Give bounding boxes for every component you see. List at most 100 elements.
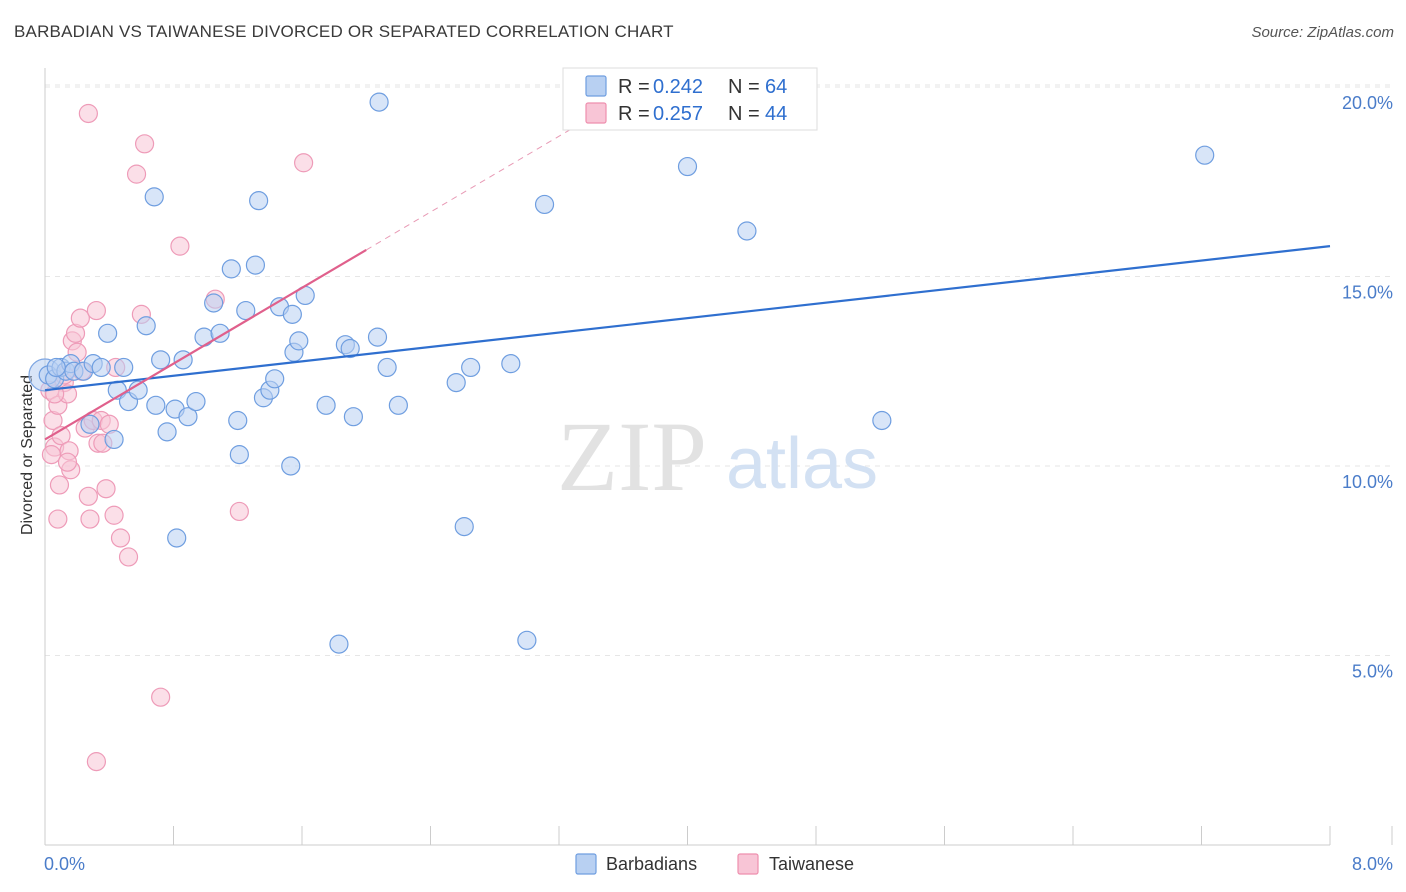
barbadian-point xyxy=(343,407,363,427)
barbadian-point xyxy=(369,92,389,112)
taiwanese-point xyxy=(134,134,155,154)
taiwanese-trendline xyxy=(44,248,367,441)
barbadian-point xyxy=(178,407,198,427)
barbadian-point xyxy=(194,327,214,347)
taiwanese-point xyxy=(126,164,147,184)
barbadian-point xyxy=(377,357,397,378)
barbadian-point xyxy=(501,354,521,374)
gridlines xyxy=(45,84,1392,656)
bottom-legend-swatch-pink xyxy=(737,853,759,875)
barbadian-point xyxy=(229,445,249,465)
barbadian-point xyxy=(340,338,360,359)
watermark: ZIP atlas xyxy=(557,401,878,512)
legend-r-value-1: 0.242 xyxy=(653,76,703,98)
barbadian-point xyxy=(282,304,302,324)
barbadian-point xyxy=(1195,145,1215,165)
source-label: Source: ZipAtlas.com xyxy=(1251,24,1394,41)
legend-swatch-pink xyxy=(585,102,607,124)
barbadian-point xyxy=(221,259,241,279)
legend-n-value-1: 64 xyxy=(765,76,787,98)
barbadian-point xyxy=(91,357,111,378)
y-tick-labels: 5.0% 10.0% 15.0% 20.0% xyxy=(1342,93,1393,682)
bottom-legend-barbadians: Barbadians xyxy=(606,854,697,874)
taiwanese-point xyxy=(78,486,98,506)
watermark-zip: ZIP xyxy=(557,401,707,512)
taiwanese-point xyxy=(151,687,171,707)
barbadian-point xyxy=(316,395,336,415)
barbadian-point xyxy=(454,517,474,537)
taiwanese-point xyxy=(170,236,190,256)
taiwanese-point xyxy=(86,752,107,772)
taiwanese-point xyxy=(118,547,139,567)
barbadian-point xyxy=(329,634,349,654)
chart-title: BARBADIAN VS TAIWANESE DIVORCED OR SEPAR… xyxy=(14,22,674,41)
barbadian-point xyxy=(872,410,892,431)
barbadian-point xyxy=(146,395,166,415)
barbadian-point xyxy=(104,429,124,450)
barbadian-point xyxy=(228,410,248,431)
barbadian-trendline xyxy=(44,245,1331,392)
barbadian-point xyxy=(534,194,555,215)
barbadian-point xyxy=(144,187,164,207)
barbadian-point xyxy=(114,357,134,378)
barbadian-point xyxy=(98,323,118,343)
legend-r-label-1: R = xyxy=(618,76,650,98)
x-tick-label: 0.0% xyxy=(44,854,85,874)
x-tick-labels: 0.0% 8.0% xyxy=(44,854,1393,874)
barbadian-point xyxy=(167,528,187,548)
correlation-legend: R = 0.242 N = 64 R = 0.257 N = 44 xyxy=(562,67,818,131)
taiwanese-point xyxy=(80,509,100,529)
taiwanese-point xyxy=(104,505,124,525)
taiwanese-points xyxy=(40,103,314,772)
taiwanese-point xyxy=(48,509,68,529)
barbadian-point xyxy=(367,327,388,347)
taiwanese-point xyxy=(86,300,107,321)
barbadian-point xyxy=(46,357,66,378)
barbadian-point xyxy=(151,350,171,370)
barbadian-point xyxy=(204,293,224,313)
barbadian-point xyxy=(517,630,537,650)
taiwanese-point xyxy=(110,528,131,548)
barbadian-point xyxy=(186,391,206,412)
taiwanese-point xyxy=(294,153,314,173)
barbadian-point xyxy=(289,331,309,351)
barbadian-point xyxy=(80,414,100,434)
taiwanese-point xyxy=(41,445,62,465)
legend-r-label-2: R = xyxy=(618,103,650,125)
series-legend: Barbadians Taiwanese xyxy=(575,853,854,875)
legend-n-label-2: N = xyxy=(728,103,760,125)
barbadian-point xyxy=(157,422,177,442)
legend-n-value-2: 44 xyxy=(765,103,787,125)
y-tick-label: 20.0% xyxy=(1342,93,1393,113)
bottom-legend-swatch-blue xyxy=(575,853,597,875)
y-tick-label: 10.0% xyxy=(1342,472,1393,492)
taiwanese-point xyxy=(96,479,116,499)
barbadian-point xyxy=(265,369,285,389)
barbadian-point xyxy=(249,191,269,211)
barbadian-point xyxy=(388,395,408,415)
taiwanese-point xyxy=(78,103,98,124)
y-axis-title: Divorced or Separated xyxy=(19,375,36,535)
watermark-atlas: atlas xyxy=(726,424,878,504)
legend-n-label-1: N = xyxy=(728,76,760,98)
barbadian-point xyxy=(245,255,266,275)
barbadian-point xyxy=(461,357,481,378)
taiwanese-point xyxy=(57,452,78,472)
legend-r-value-2: 0.257 xyxy=(653,103,703,125)
legend-swatch-blue xyxy=(585,75,607,97)
taiwanese-point xyxy=(70,308,90,328)
barbadian-points xyxy=(28,92,1215,654)
y-tick-label: 15.0% xyxy=(1342,282,1393,302)
taiwanese-point xyxy=(49,475,70,495)
barbadian-point xyxy=(446,372,466,393)
barbadian-point xyxy=(281,456,301,476)
barbadian-point xyxy=(236,300,256,321)
taiwanese-point xyxy=(229,501,249,522)
barbadian-point xyxy=(136,316,156,336)
barbadian-point xyxy=(677,156,698,177)
y-tick-label: 5.0% xyxy=(1352,661,1393,681)
bottom-legend-taiwanese: Taiwanese xyxy=(769,854,854,874)
x-tick-label: 8.0% xyxy=(1352,854,1393,874)
barbadian-point xyxy=(737,221,757,241)
